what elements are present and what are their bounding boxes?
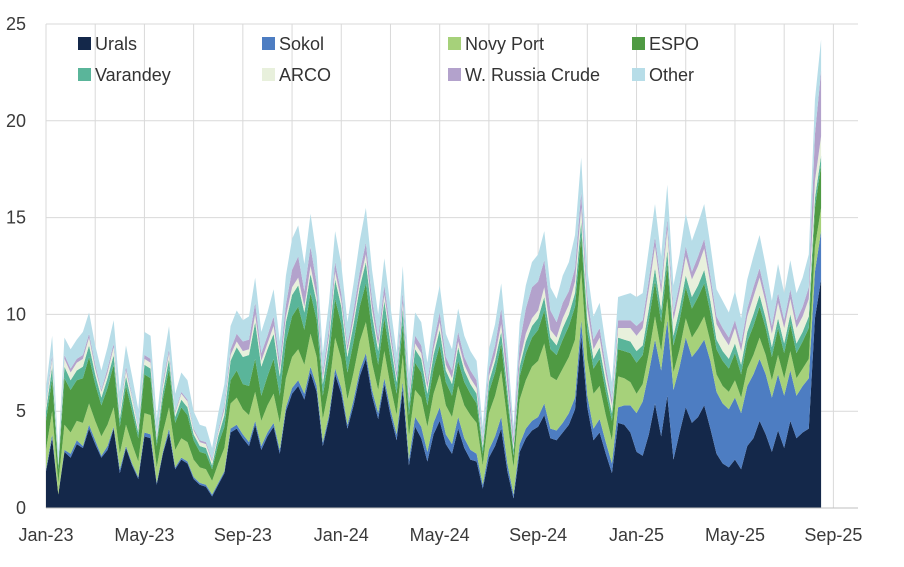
area-series-group xyxy=(46,39,822,508)
legend-label-novy-port: Novy Port xyxy=(465,34,544,54)
legend-label-varandey: Varandey xyxy=(95,65,171,85)
y-tick-label-0: 0 xyxy=(16,498,26,518)
legend-label-other: Other xyxy=(649,65,694,85)
x-tick-label-sep-25: Sep-25 xyxy=(804,525,862,545)
legend-label-urals: Urals xyxy=(95,34,137,54)
legend-swatch-varandey xyxy=(78,68,91,81)
y-tick-label-5: 5 xyxy=(16,401,26,421)
y-tick-label-10: 10 xyxy=(6,304,26,324)
x-tick-label-may-25: May-25 xyxy=(705,525,765,545)
area-series-sokol xyxy=(46,231,822,499)
legend-swatch-novy-port xyxy=(448,37,461,50)
x-axis-ticks: Jan-23 May-23 Sep-23 Jan-24 May-24 Sep-24 Jan-… xyxy=(18,525,862,545)
legend-swatch-sokol xyxy=(262,37,275,50)
legend-swatch-other xyxy=(632,68,645,81)
area-series-novy-port xyxy=(46,207,822,495)
y-tick-label-25: 25 xyxy=(6,14,26,34)
x-tick-label-may-23: May-23 xyxy=(114,525,174,545)
legend-swatch-arco xyxy=(262,68,275,81)
legend-swatch-espo xyxy=(632,37,645,50)
x-tick-label-jan-25: Jan-25 xyxy=(609,525,664,545)
y-tick-label-20: 20 xyxy=(6,111,26,131)
legend-label-sokol: Sokol xyxy=(279,34,324,54)
legend-label-espo: ESPO xyxy=(649,34,699,54)
x-tick-label-may-24: May-24 xyxy=(410,525,470,545)
legend: Urals Sokol Novy Port ESPO Varandey ARCO W. Ru… xyxy=(78,34,699,85)
x-tick-label-jan-24: Jan-24 xyxy=(314,525,369,545)
x-tick-label-sep-23: Sep-23 xyxy=(214,525,272,545)
x-tick-label-sep-24: Sep-24 xyxy=(509,525,567,545)
legend-swatch-w-russia-crude xyxy=(448,68,461,81)
legend-label-w-russia-crude: W. Russia Crude xyxy=(465,65,600,85)
y-axis-ticks: 0 5 10 15 20 25 xyxy=(6,14,26,518)
y-tick-label-15: 15 xyxy=(6,208,26,228)
x-tick-label-jan-23: Jan-23 xyxy=(18,525,73,545)
legend-label-arco: ARCO xyxy=(279,65,331,85)
legend-swatch-urals xyxy=(78,37,91,50)
area-series-urals xyxy=(46,279,822,508)
